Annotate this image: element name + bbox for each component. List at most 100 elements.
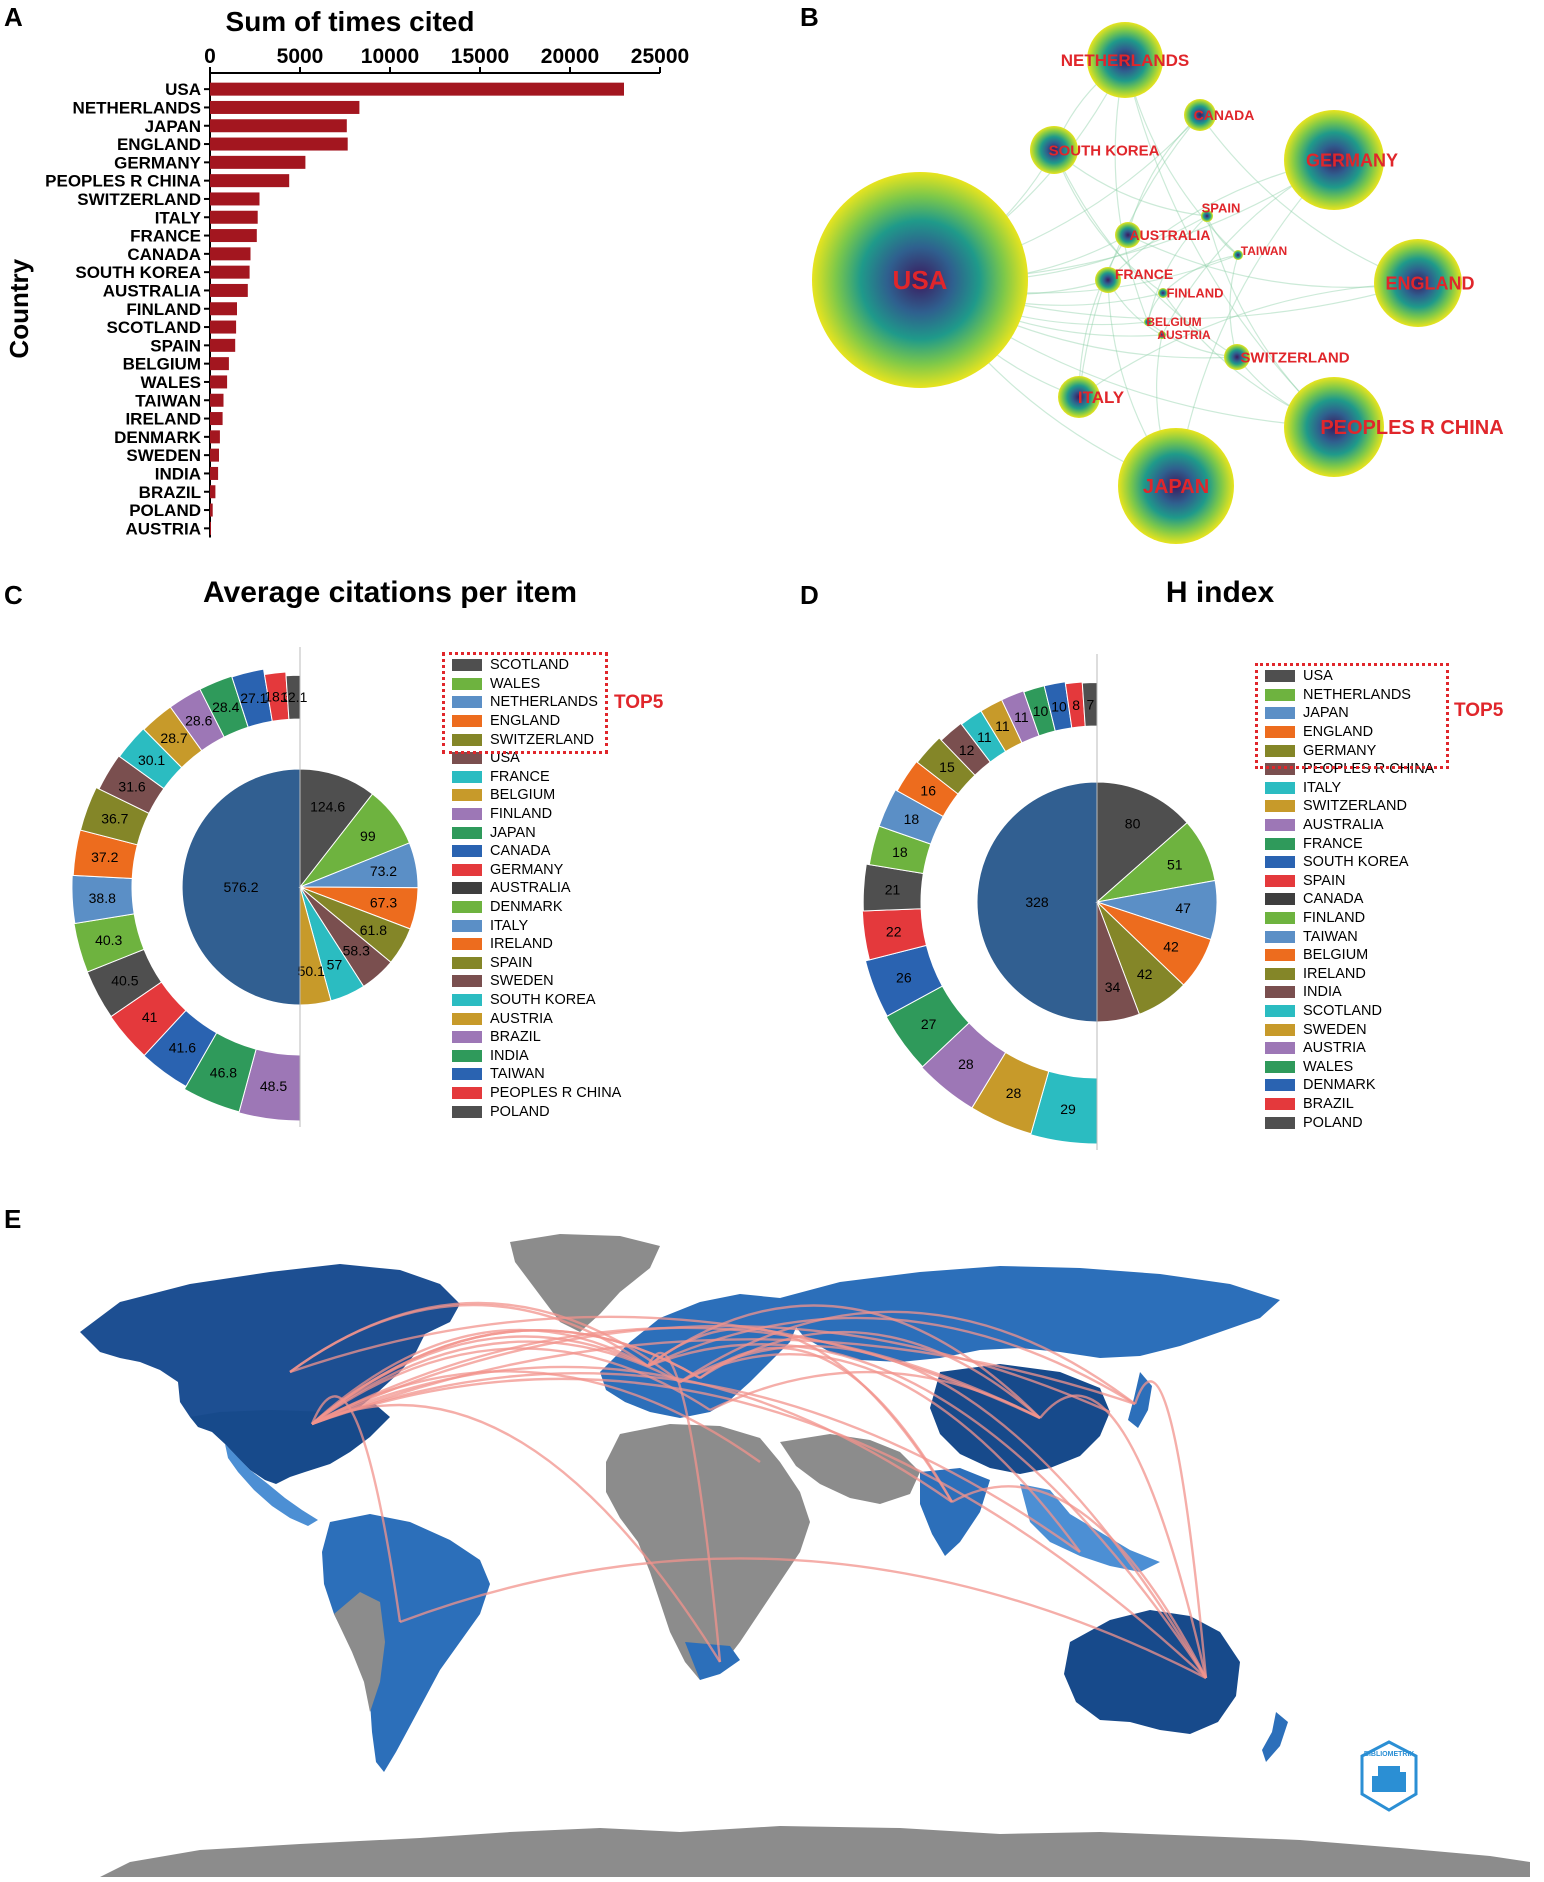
y-tick-label: PEOPLES R CHINA [45,172,201,191]
network-node-label: NETHERLANDS [1061,51,1189,70]
outer-donut-label: 8 [1072,697,1080,713]
collaboration-link [399,1557,1207,1680]
collaboration-link [679,1344,1208,1679]
legend-item: INDIA [1265,983,1434,1002]
collaboration-link [646,1351,722,1663]
outer-donut-label: 28 [958,1056,974,1072]
legend-swatch [1265,1042,1295,1055]
legend-swatch [452,1031,482,1044]
legend-label: ENGLAND [1303,724,1374,741]
collaboration-link [1039,1394,1208,1679]
legend-label: NETHERLANDS [490,694,598,711]
y-tick-label: ENGLAND [117,135,201,154]
collaboration-link [311,1377,1207,1679]
legend-item: TAIWAN [1265,927,1434,946]
inner-pie-label: 124.6 [310,799,345,815]
legend-item: SOUTH KOREA [1265,853,1434,872]
bar [210,174,290,188]
collaboration-link [311,1340,681,1425]
bar [210,100,360,114]
bar [210,302,237,316]
outer-donut-label: 22 [886,923,902,939]
inner-pie-label: 67.3 [370,895,397,911]
outer-donut-label: 31.6 [118,778,145,794]
y-tick-label: SWITZERLAND [77,190,201,209]
legend-swatch [1265,967,1295,980]
bar [210,320,237,334]
collaboration-link [1133,1380,1208,1679]
legend-average-citations: SCOTLAND WALES NETHERLANDS ENGLAND SWITZERLA… [452,656,621,1121]
panel-a-letter: A [4,2,23,32]
y-tick-label: USA [165,80,201,99]
legend-item: AUSTRALIA [1265,816,1434,835]
network-node [1284,377,1384,477]
legend-label: ENGLAND [490,713,561,730]
outer-donut-label: 18.3 [264,689,291,705]
outer-donut-label: 41 [142,1009,158,1025]
legend-label: SOUTH KOREA [1303,854,1409,871]
inner-pie-label: 61.8 [360,922,387,938]
network-node-label: ITALY [1078,388,1125,407]
bar [210,283,248,297]
inner-pie-label: 58.3 [343,943,370,959]
x-tick-label: 10000 [361,45,419,68]
legend-item: GERMANY [1265,741,1434,760]
y-tick-label: JAPAN [145,117,201,136]
outer-donut-label: 12.1 [280,689,307,705]
network-node-label: AUSTRALIA [1130,227,1211,243]
legend-label: SWITZERLAND [490,731,594,748]
legend-label: USA [490,750,520,767]
panel-e-letter: E [4,1204,22,1234]
y-tick-label: SCOTLAND [107,318,201,337]
legend-label: AUSTRIA [1303,1040,1366,1057]
x-tick-label: 25000 [631,45,689,68]
legend-label: POLAND [490,1103,550,1120]
y-tick-label: FINLAND [126,300,201,319]
legend-item: ITALY [1265,779,1434,798]
legend-item: USA [1265,667,1434,686]
map-north-america [80,1264,460,1480]
legend-label: NETHERLANDS [1303,686,1411,703]
legend-label: GERMANY [490,861,564,878]
network-node-label: TAIWAN [1241,244,1287,258]
legend-swatch [452,938,482,951]
legend-swatch [452,863,482,876]
legend-label: DENMARK [490,899,563,916]
network-link [1078,114,1201,398]
legend-swatch [1265,707,1295,720]
outer-donut-label: 10 [1033,703,1049,719]
legend-item: GERMANY [452,861,621,880]
legend-swatch [1265,837,1295,850]
legend-swatch [452,975,482,988]
legend-swatch [452,882,482,895]
top5-label-d: TOP5 [1454,700,1504,721]
network-node [1095,267,1121,293]
outer-donut-label: 18 [892,844,908,860]
inner-pie-label: 73.2 [370,863,397,879]
inner-pie-label: 47 [1175,900,1191,916]
inner-pie-label: 328 [1025,894,1049,910]
map-south-america-grey [334,1592,385,1712]
network-node [1115,222,1141,248]
y-tick-label: SPAIN [150,336,201,355]
legend-item: BELGIUM [1265,946,1434,965]
collaboration-link [951,1485,1208,1679]
legend-swatch [1265,930,1295,943]
bar [210,82,624,96]
legend-swatch [452,1012,482,1025]
panel-c-letter: C [4,580,23,610]
map-greenland [510,1234,660,1332]
legend-swatch [1265,781,1295,794]
legend-swatch [452,696,482,709]
bar [210,119,347,133]
legend-item: IRELAND [452,935,621,954]
network-link [1078,282,1419,398]
network-node-label: FINLAND [1166,286,1223,301]
legend-label: SPAIN [490,954,533,971]
legend-swatch [452,1049,482,1062]
outer-donut-label: 40.5 [111,973,138,989]
y-tick-label: AUSTRIA [125,519,201,538]
network-node-label: AUSTRIA [1157,328,1211,342]
network-node [812,172,1028,388]
